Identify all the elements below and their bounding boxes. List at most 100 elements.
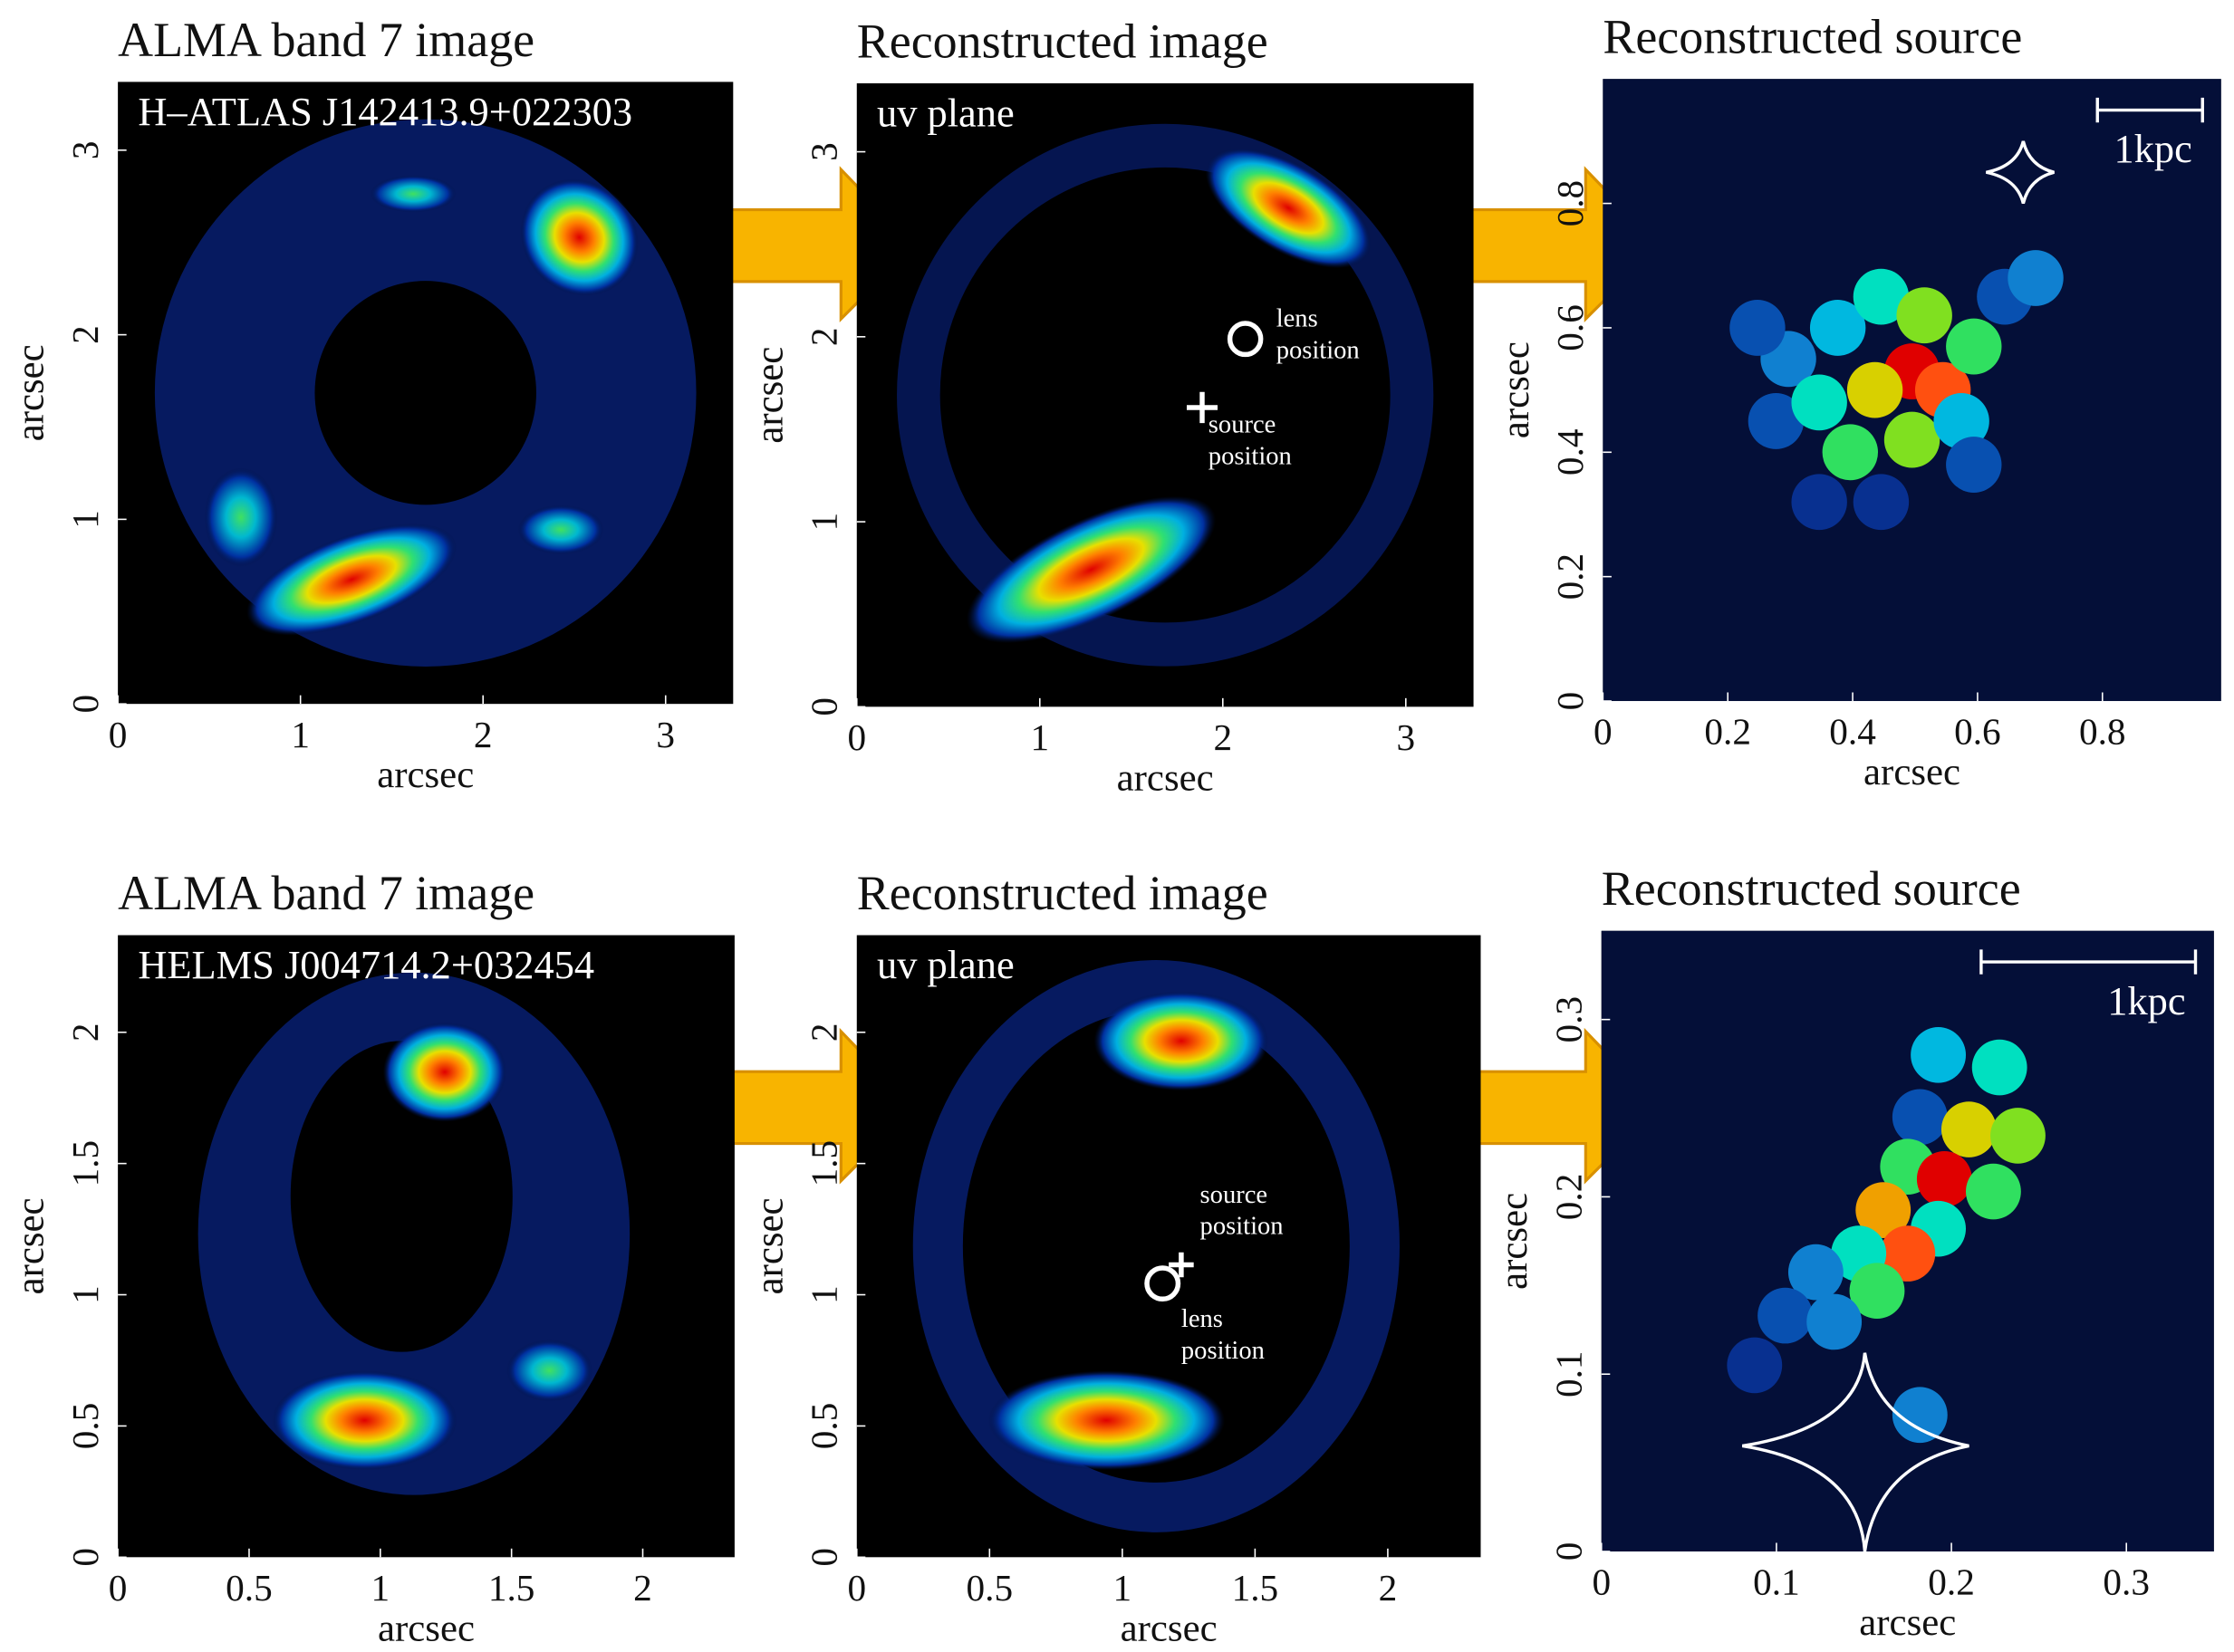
y-tick-label: 3 xyxy=(804,142,845,161)
x-tick-label: 0 xyxy=(847,1567,866,1609)
x-tick-label: 0 xyxy=(109,1567,128,1609)
inset-label: uv plane xyxy=(877,942,1015,987)
source-cell xyxy=(1849,1263,1905,1320)
source-cell xyxy=(1855,1182,1911,1238)
y-axis-label: arcsec xyxy=(748,1197,791,1294)
caustic xyxy=(1741,1352,1969,1552)
emission xyxy=(382,1022,507,1122)
caustic xyxy=(1986,140,2055,205)
source-cell xyxy=(1966,1163,2021,1220)
emission xyxy=(246,523,457,636)
source-cell xyxy=(1853,268,1910,325)
annotation: source xyxy=(1208,410,1276,438)
y-tick-label: 2 xyxy=(804,328,845,347)
emission xyxy=(517,504,604,555)
source-cell xyxy=(1940,1101,1997,1157)
source-cell xyxy=(1990,1108,2046,1164)
annotation: position xyxy=(1276,336,1360,364)
y-axis-label: arcsec xyxy=(748,347,791,444)
source-cell xyxy=(1946,437,2002,493)
y-tick-label: 0 xyxy=(1549,692,1591,711)
x-tick-label: 3 xyxy=(1396,716,1415,758)
lens-marker xyxy=(1144,1265,1181,1302)
y-axis-label: arcsec xyxy=(1493,1193,1536,1290)
x-tick-label: 0.6 xyxy=(1954,711,2001,753)
y-tick-label: 0.6 xyxy=(1549,304,1591,351)
ring-hole xyxy=(314,281,536,505)
source-cell xyxy=(1880,1225,1936,1282)
emission xyxy=(520,178,639,296)
source-cell xyxy=(1791,374,1847,431)
x-tick-label: 0.2 xyxy=(1704,711,1751,753)
image xyxy=(197,972,631,1495)
source-cell xyxy=(1911,1026,1967,1083)
y-tick-label: 0 xyxy=(804,697,845,716)
y-tick-label: 3 xyxy=(64,140,106,159)
source-marker xyxy=(1186,391,1218,424)
y-tick-label: 0.2 xyxy=(1548,1174,1590,1221)
emission xyxy=(506,1339,593,1402)
source-cell xyxy=(1883,411,1940,468)
source-cell xyxy=(1787,1244,1844,1301)
x-tick-label: 0.5 xyxy=(967,1567,1014,1609)
x-tick-label: 1 xyxy=(291,714,310,755)
y-axis-label: arcsec xyxy=(1495,341,1537,438)
panel-title: Reconstructed image xyxy=(857,14,1268,68)
x-tick-label: 1 xyxy=(1113,1567,1132,1609)
y-tick-label: 2 xyxy=(804,1023,845,1042)
source-cell xyxy=(1727,1337,1783,1394)
image-content xyxy=(1603,79,2221,702)
image-content xyxy=(1601,930,2214,1552)
x-axis-label: arcsec xyxy=(1121,1607,1218,1649)
x-tick-label: 2 xyxy=(474,714,493,755)
panel-title: ALMA band 7 image xyxy=(118,866,534,920)
source-cell xyxy=(1933,393,1989,449)
x-tick-label: 0.1 xyxy=(1753,1561,1800,1603)
y-tick-label: 1.5 xyxy=(804,1140,845,1187)
source-cell xyxy=(1748,393,1805,449)
y-tick-label: 0.5 xyxy=(804,1403,845,1450)
annotation: position xyxy=(1181,1337,1265,1365)
emission xyxy=(987,1370,1226,1471)
source-marker xyxy=(1169,1252,1194,1278)
x-tick-label: 1.5 xyxy=(488,1567,535,1609)
y-tick-label: 0.1 xyxy=(1548,1350,1590,1397)
image-content xyxy=(154,119,697,667)
inset-label: HELMS J004714.2+032454 xyxy=(138,942,594,987)
source-cell xyxy=(1892,1387,1948,1444)
panel: Reconstructed source 1kpc 0 0.2 0.4 0.6 0.8 0 0.… xyxy=(1495,10,2221,793)
source-cell xyxy=(1896,287,1952,344)
y-tick-label: 0 xyxy=(64,1548,106,1567)
x-axis-label: arcsec xyxy=(378,1607,475,1649)
panel-title: ALMA band 7 image xyxy=(118,13,534,67)
source-cell xyxy=(1791,474,1847,531)
inset-label: H–ATLAS J142413.9+022303 xyxy=(138,89,632,134)
source-cell xyxy=(1892,1089,1948,1146)
scale-bar xyxy=(1979,949,2198,975)
emission xyxy=(370,175,457,213)
panel: ALMA band 7 image HELMS J004714.2+032454 0… xyxy=(10,866,735,1649)
source-cell xyxy=(1809,300,1866,356)
x-axis-label: arcsec xyxy=(1117,756,1214,799)
image xyxy=(1603,79,2221,702)
source-cell xyxy=(1946,318,2002,375)
x-tick-label: 1.5 xyxy=(1232,1567,1279,1609)
lens-marker xyxy=(1227,321,1264,358)
x-axis-label: arcsec xyxy=(1863,751,1960,793)
panel-title: Reconstructed source xyxy=(1602,861,2021,916)
y-axis-label: arcsec xyxy=(10,1197,53,1294)
panel: Reconstructed image uv plane source positio… xyxy=(748,866,1481,1649)
y-tick-label: 1.5 xyxy=(64,1140,106,1187)
y-tick-label: 0.4 xyxy=(1549,429,1591,476)
image xyxy=(912,960,1400,1532)
annotation: lens xyxy=(1276,304,1318,332)
emission xyxy=(204,467,278,568)
y-tick-label: 0.3 xyxy=(1548,996,1590,1043)
image-frame xyxy=(856,82,1474,707)
annotation: position xyxy=(1208,442,1292,470)
source-cell xyxy=(1916,1151,1972,1207)
panel: Reconstructed source 1kpc 0 0.1 0.2 0.3 0 0.1 0.… xyxy=(1493,861,2214,1644)
ring-halo xyxy=(912,960,1400,1532)
image xyxy=(154,119,697,667)
emission xyxy=(1205,148,1372,269)
